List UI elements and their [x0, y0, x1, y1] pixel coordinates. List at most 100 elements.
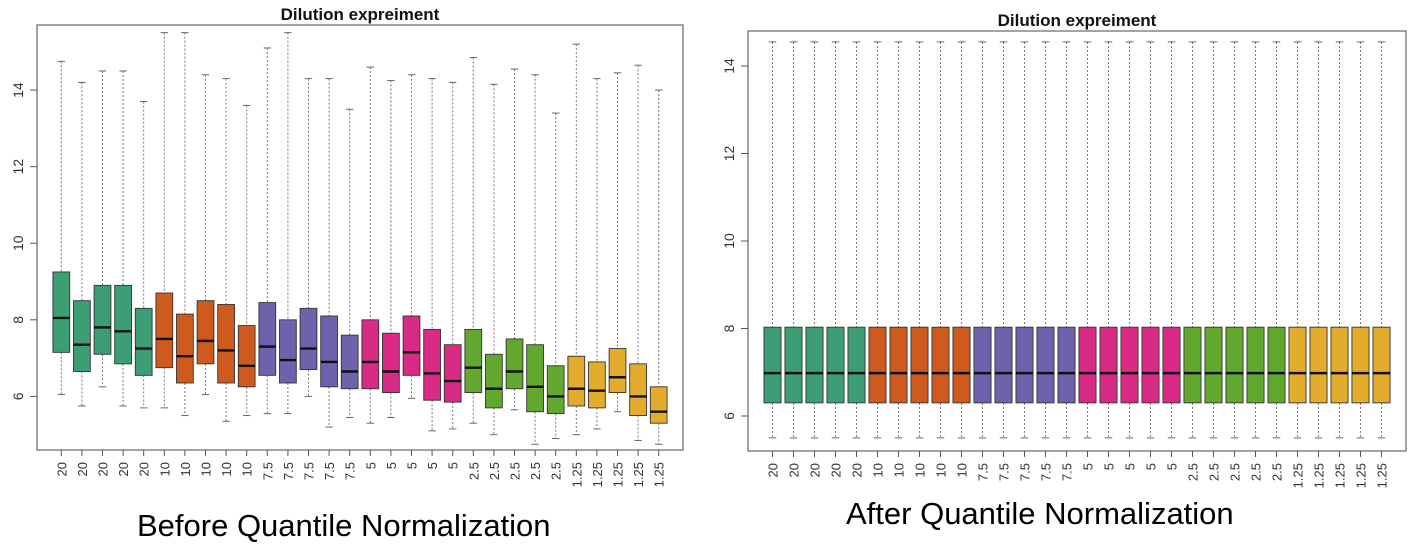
box-body — [526, 344, 544, 413]
box-body — [608, 348, 627, 394]
x-tick-label: 10 — [934, 463, 949, 477]
box-2.5 — [1183, 41, 1202, 439]
box-1.25 — [1309, 41, 1328, 439]
box-body — [93, 284, 112, 355]
box-body — [588, 361, 606, 409]
box-20 — [805, 41, 824, 439]
x-tick-label: 5 — [425, 462, 440, 469]
chart-title: Dilution expreiment — [998, 11, 1157, 30]
x-tick-label: 20 — [808, 463, 823, 477]
box-10 — [952, 41, 971, 439]
x-tick-label: 2.5 — [528, 462, 543, 480]
x-tick-label: 10 — [955, 463, 970, 477]
box-body — [973, 326, 992, 404]
box-body — [402, 315, 421, 376]
box-5 — [361, 66, 380, 424]
box-body — [1162, 326, 1181, 404]
box-7.5 — [1036, 41, 1055, 439]
x-tick-label: 2.5 — [508, 462, 523, 480]
x-tick-label: 1.25 — [569, 462, 584, 487]
box-1.25 — [567, 43, 586, 436]
box-10 — [910, 41, 929, 439]
box-20 — [73, 81, 91, 407]
box-body — [155, 292, 174, 369]
x-tick-label: 20 — [75, 462, 90, 476]
box-2.5 — [1204, 41, 1223, 439]
x-tick-label: 2.5 — [1186, 463, 1201, 481]
x-tick-label: 7.5 — [302, 462, 317, 480]
box-body — [1141, 326, 1160, 404]
x-tick-label: 20 — [766, 463, 781, 477]
box-7.5 — [994, 41, 1013, 439]
box-2.5 — [1267, 41, 1286, 439]
box-7.5 — [320, 78, 338, 428]
box-7.5 — [1057, 41, 1076, 439]
box-body — [629, 363, 647, 416]
x-tick-label: 20 — [116, 462, 131, 476]
x-tick-label: 7.5 — [1060, 463, 1075, 481]
box-body — [567, 355, 586, 407]
box-1.25 — [649, 89, 668, 445]
y-tick-label: 8 — [10, 316, 26, 324]
box-body — [217, 304, 235, 384]
box-body — [443, 344, 462, 403]
box-20 — [826, 41, 845, 439]
x-tick-label: 5 — [1102, 463, 1117, 470]
box-20 — [134, 101, 153, 409]
x-tick-label: 10 — [871, 463, 886, 477]
box-body — [340, 334, 359, 390]
box-body — [505, 338, 524, 390]
box-20 — [784, 41, 803, 439]
box-2.5 — [1225, 41, 1244, 439]
x-tick-label: 7.5 — [1039, 463, 1054, 481]
box-body — [1351, 326, 1370, 404]
x-tick-label: 10 — [199, 462, 214, 476]
box-body — [952, 326, 971, 404]
x-tick-label: 5 — [405, 462, 420, 469]
box-body — [1204, 326, 1223, 404]
box-body — [649, 386, 668, 424]
x-tick-label: 20 — [787, 463, 802, 477]
box-body — [320, 315, 338, 388]
x-tick-label: 20 — [54, 462, 69, 476]
x-tick-label: 20 — [96, 462, 111, 476]
box-10 — [196, 74, 215, 395]
box-1.25 — [629, 64, 647, 441]
x-tick-label: 5 — [384, 462, 399, 469]
box-body — [1330, 326, 1349, 404]
box-10 — [217, 78, 235, 422]
y-tick-label: 6 — [10, 392, 26, 400]
box-7.5 — [258, 47, 277, 415]
box-body — [237, 325, 256, 388]
boxplot-after: Dilution expreiment 6 8 10 12 14 20 20 20 20 20 10 1… — [721, 11, 1407, 488]
x-tick-label: 20 — [850, 463, 865, 477]
box-body — [258, 302, 277, 376]
x-tick-label: 1.25 — [1375, 463, 1390, 488]
box-body — [910, 326, 929, 404]
box-5 — [1120, 41, 1139, 439]
box-10 — [155, 32, 174, 409]
x-tick-label: 2.5 — [1270, 463, 1285, 481]
chart-title: Dilution expreiment — [281, 5, 440, 24]
box-body — [805, 326, 824, 404]
box-body — [546, 365, 565, 415]
x-tick-label: 2.5 — [487, 462, 502, 480]
box-5 — [1078, 41, 1097, 439]
box-body — [763, 326, 782, 404]
x-tick-label: 1.25 — [1333, 463, 1348, 488]
box-body — [1267, 326, 1286, 404]
box-body — [1309, 326, 1328, 404]
box-body — [464, 328, 483, 394]
box-body — [1372, 326, 1391, 404]
box-body — [485, 353, 503, 409]
x-tick-label: 10 — [892, 463, 907, 477]
box-5 — [402, 74, 421, 399]
x-tick-label: 1.25 — [1354, 463, 1369, 488]
x-tick-label: 5 — [1165, 463, 1180, 470]
box-body — [1288, 326, 1307, 404]
box-5 — [382, 80, 400, 418]
x-tick-label: 7.5 — [1018, 463, 1033, 481]
box-10 — [931, 41, 950, 439]
box-7.5 — [1015, 41, 1034, 439]
x-tick-label: 1.25 — [1291, 463, 1306, 488]
